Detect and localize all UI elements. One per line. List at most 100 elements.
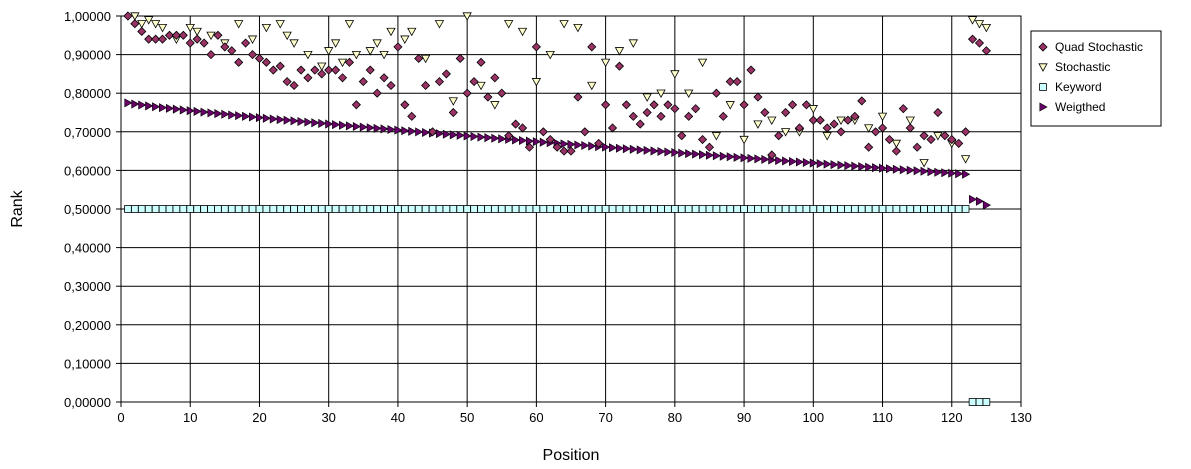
weigthed-point: [920, 166, 929, 176]
stochastic-point: [275, 20, 285, 29]
weigthed-point: [512, 135, 521, 145]
weigthed-point: [435, 129, 445, 139]
weigthed-point: [775, 155, 784, 165]
legend-box: [1030, 30, 1162, 127]
keyword-point: [968, 398, 977, 406]
weigthed-point: [249, 112, 258, 122]
quad-stochastic-point: [310, 65, 320, 75]
quad-stochastic-point: [427, 127, 438, 137]
keyword-point: [587, 205, 596, 213]
quad-stochastic-point: [448, 107, 458, 118]
stochastic-point: [434, 20, 445, 29]
keyword-point: [401, 205, 409, 213]
y-tick-label: 0,10000: [64, 356, 111, 371]
stochastic-point: [407, 27, 417, 37]
weigthed-point: [885, 164, 895, 174]
legend-marker: [1038, 63, 1048, 72]
y-tick-label: 0,90000: [64, 48, 111, 63]
keyword-point: [906, 205, 915, 213]
quad-stochastic-point: [725, 77, 735, 87]
weigthed-point: [401, 126, 410, 136]
weigthed-point: [332, 120, 341, 130]
keyword-point: [373, 205, 381, 213]
quad-stochastic-point: [275, 61, 285, 71]
stochastic-point: [400, 35, 410, 44]
quad-stochastic-point: [206, 50, 216, 60]
weigthed-point: [339, 120, 348, 130]
quad-stochastic-point: [462, 88, 472, 98]
x-tick-label: 110: [872, 410, 893, 425]
weigthed-point: [615, 143, 625, 153]
keyword-point: [636, 205, 645, 213]
quad-stochastic-point: [864, 142, 874, 152]
stochastic-point: [864, 124, 874, 133]
weigthed-point: [228, 110, 237, 120]
weigthed-point: [567, 139, 576, 149]
keyword-point: [124, 205, 132, 213]
weigthed-point: [159, 103, 168, 113]
weigthed-point: [671, 148, 680, 158]
weigthed-point: [463, 131, 472, 141]
quad-stochastic-point: [926, 134, 936, 145]
weigthed-point: [622, 144, 632, 154]
weigthed-point: [456, 130, 465, 140]
stochastic-point: [234, 20, 244, 29]
keyword-point: [214, 205, 222, 213]
keyword-point: [269, 205, 278, 213]
x-tick-label: 80: [668, 410, 682, 425]
weigthed-point: [200, 107, 209, 117]
stochastic-point: [185, 23, 195, 33]
weigthed-point: [352, 122, 362, 132]
keyword-point: [982, 398, 991, 406]
weigthed-point: [802, 158, 812, 168]
stochastic-point: [697, 58, 708, 68]
quad-stochastic-point: [303, 73, 313, 83]
keyword-point: [158, 205, 167, 213]
weigthed-point: [359, 122, 368, 132]
stochastic-point: [974, 20, 985, 29]
legend-label: Weigthed: [1055, 100, 1105, 114]
weigthed-point: [581, 140, 590, 151]
weigthed-point: [242, 111, 251, 121]
quad-stochastic-point: [483, 92, 493, 102]
keyword-point: [601, 205, 610, 213]
weigthed-point: [532, 137, 542, 147]
weigthed-point: [193, 106, 202, 116]
keyword-point: [954, 205, 963, 213]
quad-stochastic-point: [123, 11, 133, 21]
keyword-point: [324, 205, 333, 213]
keyword-point: [151, 205, 160, 213]
stochastic-point: [282, 31, 292, 41]
quad-stochastic-point: [649, 100, 659, 110]
legend-marker: [1039, 102, 1048, 112]
stochastic-point: [711, 132, 722, 141]
y-tick-label: 0,50000: [64, 202, 111, 217]
weigthed-point: [131, 99, 140, 109]
weigthed-point: [948, 168, 957, 178]
weigthed-point: [304, 117, 313, 127]
stochastic-point: [919, 159, 929, 168]
stochastic-point: [462, 12, 472, 21]
quad-stochastic-point: [545, 134, 555, 145]
weigthed-point: [650, 146, 659, 156]
weigthed-point: [962, 169, 971, 179]
quad-stochastic-point: [850, 111, 860, 121]
weigthed-point: [145, 101, 154, 111]
keyword-point: [705, 205, 714, 213]
quad-stochastic-point: [621, 100, 631, 110]
quad-stochastic-point: [538, 127, 548, 137]
quad-stochastic-point: [601, 100, 611, 110]
stochastic-point: [780, 128, 791, 137]
weigthed-point: [740, 153, 749, 163]
stochastic-point: [324, 47, 334, 56]
quad-stochastic-point: [684, 111, 694, 121]
keyword-point: [754, 205, 762, 213]
quad-stochastic-point: [434, 77, 445, 87]
quad-stochastic-point: [815, 115, 825, 125]
quad-stochastic-point: [642, 107, 652, 118]
quad-stochastic-point: [718, 111, 728, 121]
weigthed-point: [311, 118, 320, 128]
quad-stochastic-point: [981, 46, 991, 56]
quad-stochastic-point: [331, 65, 341, 75]
keyword-point: [574, 205, 582, 213]
